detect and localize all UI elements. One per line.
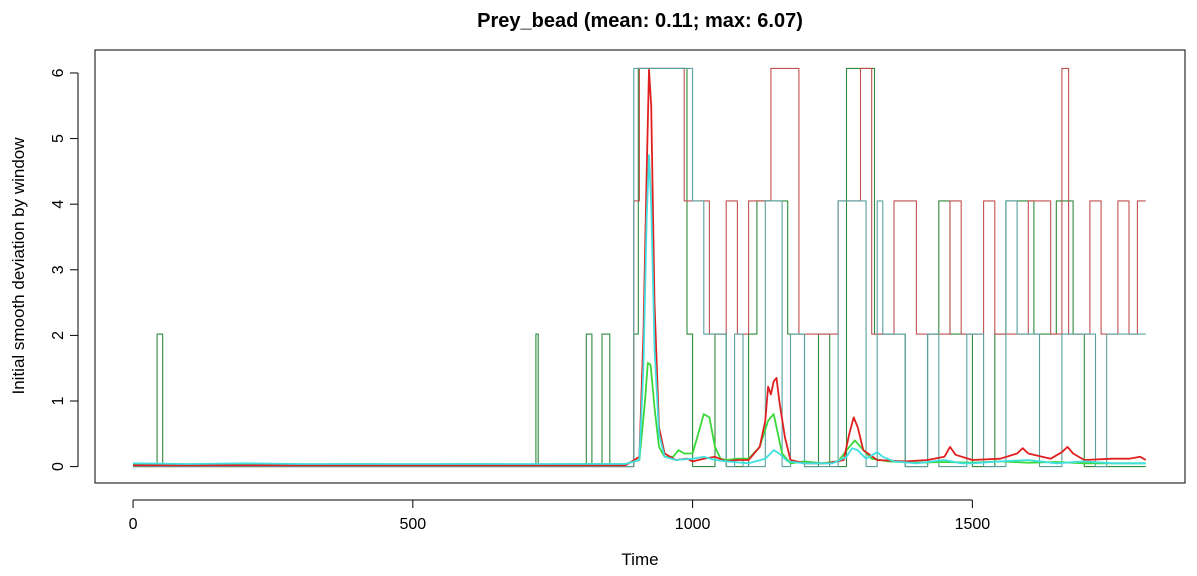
y-tick-label: 4 [50,200,67,209]
series-line-6 [132,154,1146,465]
y-axis: 0 1 2 3 4 5 6 [50,68,79,471]
x-axis: 0 500 1000 1500 [129,499,991,533]
plot-area [132,67,1147,468]
y-tick-label: 3 [50,265,67,274]
series-line-2 [133,67,1146,468]
y-tick-label: 0 [50,462,67,471]
x-axis-label: Time [621,550,658,569]
y-tick-label: 5 [50,134,67,143]
x-tick-label: 500 [399,516,426,533]
y-axis-label: Initial smooth deviation by window [9,137,28,395]
x-tick-label: 1500 [955,516,991,533]
plot-frame [94,49,1186,484]
x-tick-label: 1000 [675,516,711,533]
chart-title: Prey_bead (mean: 0.11; max: 6.07) [477,10,803,32]
x-tick-label: 0 [129,516,138,533]
y-tick-label: 1 [50,396,67,405]
series-line-1 [133,67,1146,468]
y-tick-label: 6 [50,68,67,77]
series-line-3 [133,67,1146,468]
y-tick-label: 2 [50,331,67,340]
